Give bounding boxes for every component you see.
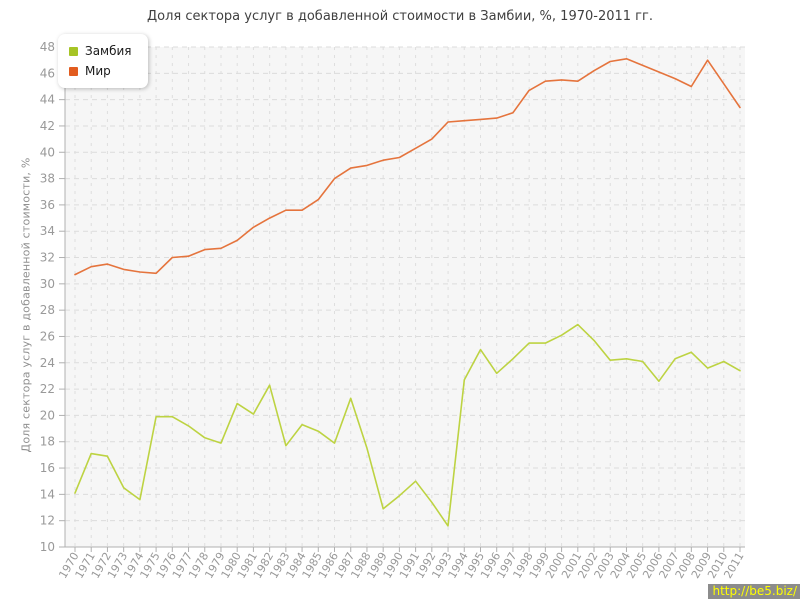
svg-text:22: 22 bbox=[40, 382, 55, 396]
svg-text:40: 40 bbox=[40, 145, 55, 159]
svg-text:18: 18 bbox=[40, 435, 55, 449]
series-line-zambia bbox=[74, 323, 741, 527]
legend-label-world: Мир bbox=[85, 64, 111, 78]
svg-text:26: 26 bbox=[40, 329, 55, 343]
series-line-world bbox=[74, 57, 741, 276]
svg-text:14: 14 bbox=[40, 487, 55, 501]
svg-text:34: 34 bbox=[40, 224, 55, 238]
svg-text:30: 30 bbox=[40, 277, 55, 291]
svg-text:46: 46 bbox=[40, 66, 55, 80]
legend: Замбия Мир bbox=[58, 34, 148, 88]
svg-text:12: 12 bbox=[40, 514, 55, 528]
legend-item-world[interactable]: Мир bbox=[69, 61, 132, 81]
legend-swatch-world bbox=[69, 66, 78, 76]
x-tick-labels: 1970197119721973197419751976197719781979… bbox=[56, 550, 746, 581]
watermark-link[interactable]: http://be5.biz/ bbox=[708, 584, 800, 599]
svg-text:38: 38 bbox=[40, 172, 55, 186]
axes bbox=[59, 43, 745, 552]
svg-text:20: 20 bbox=[40, 408, 55, 422]
plot-background bbox=[65, 47, 745, 547]
legend-swatch-zambia bbox=[69, 46, 78, 56]
x-gridlines bbox=[74, 47, 741, 547]
chart-title: Доля сектора услуг в добавленной стоимос… bbox=[147, 9, 653, 24]
svg-text:16: 16 bbox=[40, 461, 55, 475]
svg-text:10: 10 bbox=[40, 540, 55, 554]
svg-text:36: 36 bbox=[40, 198, 55, 212]
y-tick-labels: 10 12 14 16 18 20 22 24 26 28 30 32 34 36 38 40 42 44 46 48 bbox=[40, 40, 55, 554]
svg-text:42: 42 bbox=[40, 119, 55, 133]
legend-label-zambia: Замбия bbox=[85, 44, 132, 58]
svg-text:32: 32 bbox=[40, 251, 55, 265]
svg-text:28: 28 bbox=[40, 303, 55, 317]
svg-text:24: 24 bbox=[40, 356, 55, 370]
svg-text:44: 44 bbox=[40, 93, 55, 107]
svg-text:48: 48 bbox=[40, 40, 55, 54]
legend-item-zambia[interactable]: Замбия bbox=[69, 41, 132, 61]
y-axis-title: Доля сектора услуг в добавленной стоимос… bbox=[19, 157, 33, 453]
